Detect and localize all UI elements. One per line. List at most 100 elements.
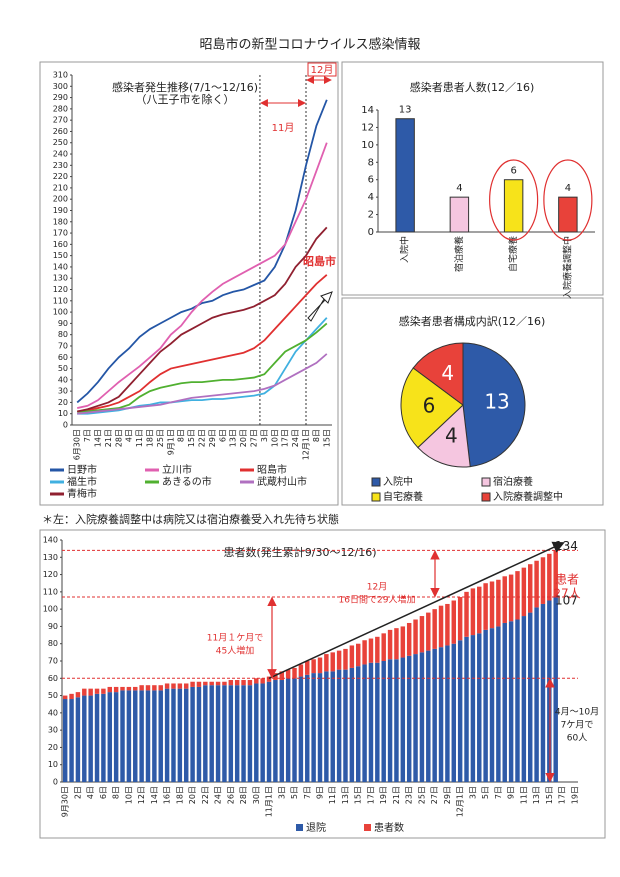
x-tick-label: 8日 bbox=[312, 429, 321, 442]
bar-segment bbox=[120, 686, 125, 691]
series-line bbox=[77, 142, 328, 409]
bar-segment bbox=[368, 638, 374, 663]
bar-segment bbox=[387, 659, 393, 782]
x-tick-label: 13日 bbox=[341, 786, 350, 804]
legend-label: 立川市 bbox=[162, 463, 192, 476]
x-tick-label: 3日 bbox=[260, 429, 269, 442]
x-tick-label: 11日 bbox=[519, 786, 528, 804]
y-tick-label: 80 bbox=[58, 330, 68, 339]
x-tick-label: 20日 bbox=[239, 429, 248, 447]
bar-segment bbox=[515, 619, 520, 782]
y-tick-label: 8 bbox=[368, 157, 374, 168]
chart-title: 感染者患者人数(12／16) bbox=[410, 80, 535, 94]
y-tick-label: 70 bbox=[58, 341, 68, 350]
bar-segment bbox=[88, 688, 93, 696]
x-tick-label: 10日 bbox=[270, 429, 279, 447]
bar-segment bbox=[285, 669, 291, 679]
x-tick-label: 8日 bbox=[112, 786, 121, 799]
bar-segment bbox=[534, 560, 539, 608]
bar-segment bbox=[266, 681, 272, 782]
bar-segment bbox=[183, 688, 189, 782]
bar-segment bbox=[496, 626, 501, 782]
panel bbox=[341, 297, 604, 506]
bar-segment bbox=[540, 557, 546, 604]
y-tick-label: 70 bbox=[48, 657, 58, 666]
y-tick-label: 230 bbox=[53, 161, 68, 170]
bar-segment bbox=[120, 690, 125, 782]
value-label: 13 bbox=[484, 390, 509, 414]
x-tick-label: 19日 bbox=[379, 786, 388, 804]
x-tick-label: 29日 bbox=[443, 786, 452, 804]
x-tick-label: 30日 bbox=[252, 786, 261, 804]
annotation: 16日間で29人増加 bbox=[339, 594, 416, 606]
bar-segment bbox=[477, 586, 482, 634]
y-tick-label: 20 bbox=[58, 398, 68, 407]
y-tick-label: 290 bbox=[53, 93, 68, 102]
y-tick-label: 10 bbox=[48, 760, 58, 769]
legend-label: 自宅療養 bbox=[383, 490, 423, 503]
x-tick-label: 23日 bbox=[405, 786, 414, 804]
series-line bbox=[77, 226, 328, 413]
bar-segment bbox=[464, 591, 469, 637]
x-tick-label: 9日 bbox=[507, 786, 516, 799]
pie-slice bbox=[462, 342, 526, 468]
y-tick-label: 280 bbox=[53, 104, 68, 113]
bar-segment bbox=[394, 628, 399, 660]
bar-segment bbox=[317, 657, 323, 674]
x-tick-label: 22日 bbox=[198, 429, 207, 447]
y-tick-label: 60 bbox=[48, 674, 58, 683]
y-tick-label: 240 bbox=[53, 150, 68, 159]
bar-segment bbox=[203, 681, 208, 686]
x-tick-label: 自宅療養 bbox=[507, 236, 519, 272]
bar-segment bbox=[547, 600, 552, 782]
y-tick-label: 170 bbox=[53, 229, 68, 238]
x-tick-label: 11日 bbox=[135, 429, 144, 447]
bar-segment bbox=[139, 690, 144, 782]
bar-segment bbox=[432, 648, 437, 782]
x-tick-label: 11月1日 bbox=[265, 786, 274, 817]
bar-segment bbox=[336, 669, 342, 782]
y-tick-label: 210 bbox=[53, 183, 68, 192]
bar-segment bbox=[298, 664, 304, 677]
x-tick-label: 13日 bbox=[532, 786, 541, 804]
y-tick-label: 80 bbox=[48, 639, 58, 648]
bar-segment bbox=[126, 686, 132, 691]
x-tick-label: 6月30日 bbox=[73, 429, 82, 460]
x-tick-label: 6日 bbox=[99, 786, 108, 799]
x-tick-label: 9月30日 bbox=[61, 786, 70, 817]
bar-segment bbox=[413, 619, 418, 655]
bar-segment bbox=[547, 553, 552, 601]
bar-segment bbox=[298, 676, 304, 782]
y-tick-label: 50 bbox=[58, 364, 68, 373]
bar-segment bbox=[164, 688, 170, 782]
bar-segment bbox=[457, 640, 463, 782]
bar-segment bbox=[266, 676, 272, 682]
y-tick-label: 160 bbox=[53, 240, 68, 249]
y-tick-label: 100 bbox=[43, 605, 58, 614]
y-tick-label: 130 bbox=[43, 553, 58, 562]
annotation: 12月 bbox=[367, 582, 387, 593]
bar-segment bbox=[489, 581, 495, 629]
y-tick-label: 110 bbox=[53, 296, 68, 305]
pie-slice bbox=[417, 403, 471, 468]
x-tick-label: 3日 bbox=[468, 786, 477, 799]
y-tick-label: 40 bbox=[48, 708, 58, 717]
x-tick-label: 5日 bbox=[290, 786, 299, 799]
bar-segment bbox=[508, 574, 514, 622]
series-line bbox=[77, 322, 328, 413]
bar-segment bbox=[527, 564, 533, 613]
y-tick-label: 10 bbox=[361, 140, 374, 151]
bar-segment bbox=[75, 692, 81, 698]
y-tick-label: 60 bbox=[58, 353, 68, 362]
y-tick-label: 0 bbox=[53, 778, 58, 787]
bar-segment bbox=[158, 685, 163, 691]
legend-label: 入院中 bbox=[383, 475, 413, 488]
x-tick-label: 2日 bbox=[73, 786, 82, 799]
value-label: 4 bbox=[456, 183, 462, 194]
bar-segment bbox=[387, 629, 393, 660]
bar-segment bbox=[426, 650, 431, 782]
bar-segment bbox=[183, 683, 189, 689]
bar-segment bbox=[470, 588, 476, 636]
bar-segment bbox=[285, 678, 291, 782]
bar-segment bbox=[451, 600, 457, 644]
